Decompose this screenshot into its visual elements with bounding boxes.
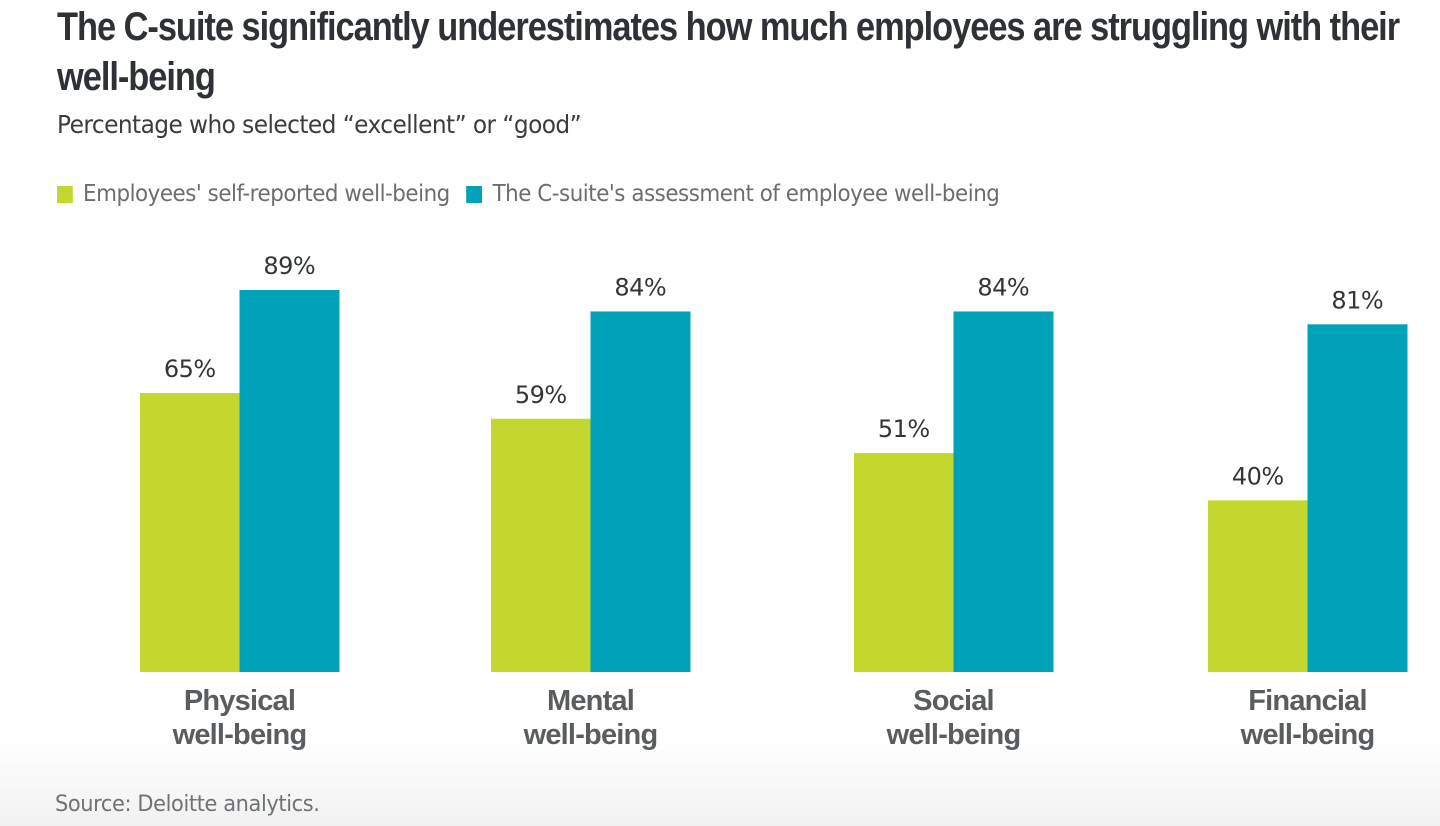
category-label-physical: Physical <box>184 685 295 717</box>
category-label-mental: Mental <box>547 685 634 717</box>
bar-social-employees <box>854 453 954 672</box>
bar-mental-csuite <box>590 311 691 672</box>
legend-label-csuite: The C-suite's assessment of employee wel… <box>492 181 1000 207</box>
bar-mental-employees <box>491 418 591 672</box>
bar-social-csuite <box>953 311 1054 672</box>
bar-financial-employees <box>1208 500 1308 672</box>
category-label-financial-line2: well-being <box>1240 719 1375 751</box>
data-label-mental-employees: 59% <box>515 381 567 409</box>
source-note: Source: Deloitte analytics. <box>55 792 320 817</box>
category-label-financial: Financial <box>1248 685 1367 717</box>
category-label-mental-line2: well-being <box>523 719 658 751</box>
legend: Employees' self-reported well-being The … <box>57 181 1016 207</box>
data-label-social-csuite: 84% <box>977 273 1029 301</box>
legend-swatch-csuite <box>466 185 483 203</box>
chart-title: The C-suite significantly underestimates… <box>57 5 1400 99</box>
bar-financial-csuite <box>1307 324 1408 672</box>
bar-physical-employees <box>140 393 240 672</box>
data-label-mental-csuite: 84% <box>614 273 666 301</box>
category-label-social-line2: well-being <box>886 719 1021 751</box>
category-label-physical-line2: well-being <box>172 719 307 751</box>
legend-item-employees: Employees' self-reported well-being <box>57 181 450 207</box>
bar-physical-csuite <box>239 290 340 672</box>
legend-swatch-employees <box>57 185 73 203</box>
data-label-financial-employees: 40% <box>1232 462 1284 490</box>
category-label-social: Social <box>913 685 994 717</box>
data-label-physical-csuite: 89% <box>263 252 315 280</box>
chart-subtitle: Percentage who selected “excellent” or “… <box>57 110 582 139</box>
data-label-social-employees: 51% <box>878 415 930 443</box>
legend-item-csuite: The C-suite's assessment of employee wel… <box>466 181 1000 207</box>
legend-label-employees: Employees' self-reported well-being <box>83 181 450 207</box>
data-label-physical-employees: 65% <box>164 355 216 383</box>
data-label-financial-csuite: 81% <box>1331 286 1383 314</box>
